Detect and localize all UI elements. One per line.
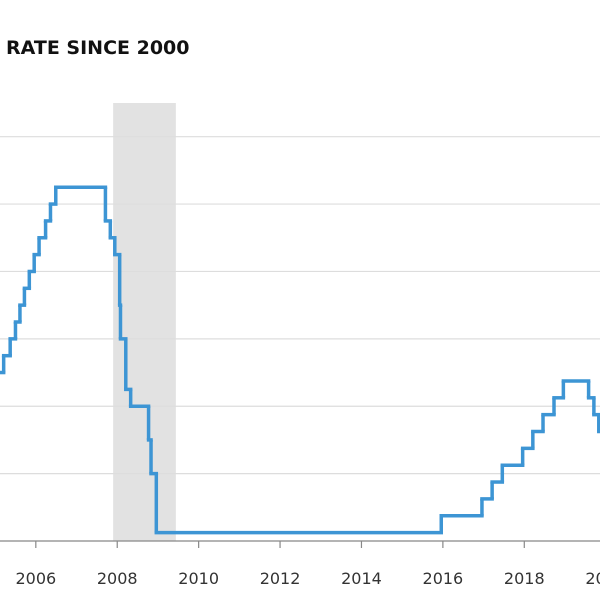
x-tick-label: 2020 xyxy=(585,569,600,588)
x-tick-label: 2008 xyxy=(97,569,138,588)
chart-title: RATE SINCE 2000 xyxy=(6,37,190,59)
x-tick-label: 2016 xyxy=(423,569,464,588)
x-tick-label: 2018 xyxy=(504,569,545,588)
x-tick-label: 2014 xyxy=(341,569,382,588)
x-tick-label: 2010 xyxy=(178,569,219,588)
x-tick-label: 2006 xyxy=(15,569,56,588)
recession-shade xyxy=(113,103,176,541)
x-tick-label: 2012 xyxy=(260,569,301,588)
